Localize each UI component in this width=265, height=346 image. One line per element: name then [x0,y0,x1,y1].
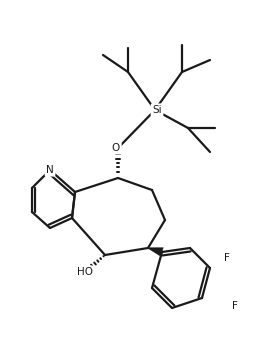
Text: F: F [232,301,238,311]
Text: HO: HO [77,267,93,277]
Text: F: F [224,253,230,263]
Polygon shape [148,248,163,256]
Text: O: O [112,143,120,153]
Text: N: N [46,165,54,175]
Text: Si: Si [152,105,162,115]
